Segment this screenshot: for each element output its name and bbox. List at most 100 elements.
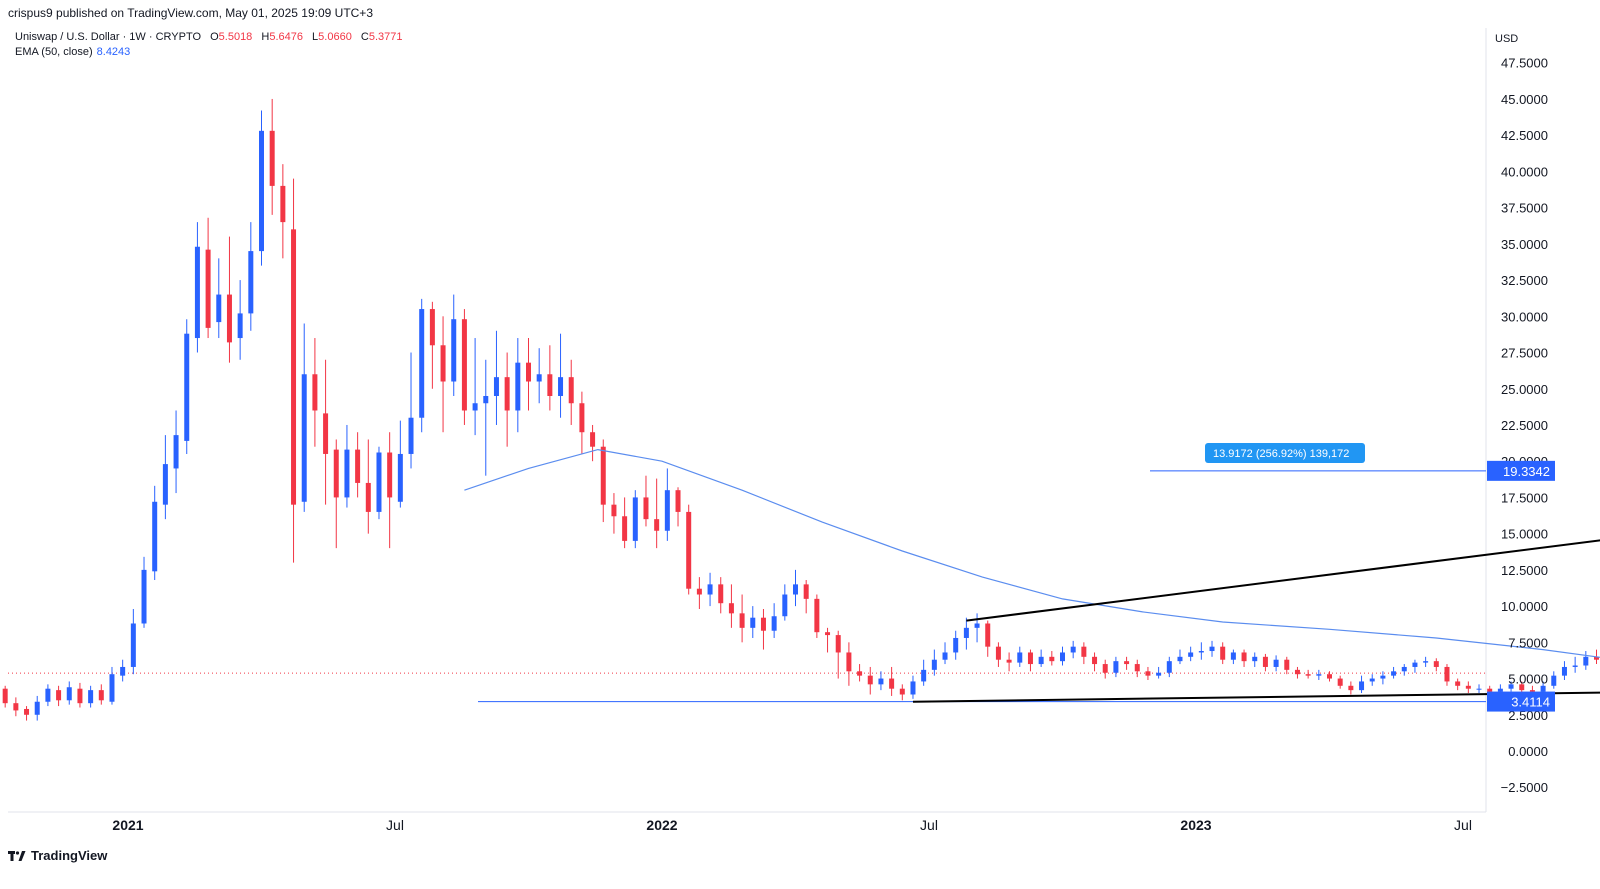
open-value: 5.5018 <box>218 31 253 43</box>
candle-body <box>1348 685 1354 691</box>
candles-layer <box>2 98 1599 721</box>
candle-body <box>1102 664 1108 673</box>
candle-body <box>429 309 435 346</box>
candle-body <box>622 516 628 541</box>
candle-body <box>1017 652 1023 663</box>
price-tick-label: 7.5000 <box>1508 635 1548 650</box>
candle-body <box>280 185 286 223</box>
candle-body <box>1412 662 1418 667</box>
candle-body <box>675 490 681 512</box>
candle-body <box>814 598 820 633</box>
candle-body <box>771 616 777 631</box>
tradingview-brand[interactable]: TradingView <box>8 848 107 863</box>
candle-body <box>301 374 307 502</box>
candle-body <box>45 688 51 702</box>
measure-label-box <box>1205 443 1365 463</box>
candle-body <box>1359 681 1365 691</box>
candle-body <box>269 130 275 186</box>
price-tick-label: 17.5000 <box>1501 490 1548 505</box>
candle-body <box>1540 685 1546 692</box>
candle-body <box>1529 690 1535 692</box>
candle-body <box>1327 674 1332 679</box>
symbol-legend[interactable]: Uniswap / U.S. Dollar · 1W · CRYPTO O5.5… <box>15 31 403 43</box>
candle-body <box>130 623 136 667</box>
price-tick-label: 42.5000 <box>1501 128 1548 143</box>
candle-body <box>419 309 425 418</box>
ema-label: EMA (50, close) <box>15 46 93 58</box>
candle-body <box>66 687 72 701</box>
open-label: O <box>210 31 219 43</box>
candle-body <box>162 464 168 505</box>
candle-body <box>141 569 147 624</box>
candle-body <box>184 333 190 441</box>
candle-body <box>611 504 617 517</box>
candle-body <box>1273 659 1279 667</box>
close-label: C <box>360 31 369 43</box>
candle-body <box>259 130 264 252</box>
price-tick-label: 12.5000 <box>1501 563 1548 578</box>
level-price-tag-text: 19.3342 <box>1503 464 1550 479</box>
candle-body <box>1487 688 1493 692</box>
candle-body <box>173 435 179 469</box>
time-tick-label: Jul <box>386 817 404 833</box>
candle-body <box>1337 678 1343 686</box>
candle-body <box>664 490 670 531</box>
low-label: L <box>312 31 319 43</box>
candle-body <box>558 377 564 396</box>
trendline <box>912 691 1600 703</box>
candle-body <box>1401 666 1407 672</box>
candle-body <box>248 251 254 314</box>
low-value: 5.0660 <box>318 31 352 43</box>
candle-body <box>333 449 339 498</box>
candle-body <box>24 708 30 715</box>
candle-body <box>942 652 948 660</box>
ema-legend[interactable]: EMA (50, close) 8.4243 <box>15 46 130 58</box>
candle-body <box>1551 675 1557 686</box>
candle-body <box>1124 661 1130 665</box>
candle-body <box>1465 685 1471 689</box>
candle-body <box>1241 652 1247 662</box>
candle-body <box>1070 646 1076 653</box>
candle-body <box>88 690 94 704</box>
candle-body <box>889 678 895 689</box>
candle-body <box>194 246 200 339</box>
candle-body <box>835 635 841 653</box>
level-price-tag <box>1487 691 1555 712</box>
currency-label: USD <box>1495 33 1518 45</box>
measure-label-text: 13.9172 (256.92%) 139,172 <box>1213 448 1349 460</box>
candle-body <box>1594 656 1599 660</box>
candle-body <box>1455 681 1461 686</box>
candle-body <box>963 627 969 638</box>
candle-body <box>1188 652 1194 657</box>
candle-body <box>707 584 713 595</box>
candle-body <box>590 432 596 447</box>
candle-body <box>1177 656 1183 662</box>
candle-body <box>1252 656 1258 662</box>
price-tick-label: 35.0000 <box>1501 237 1548 252</box>
candle-body <box>878 678 884 685</box>
candle-body <box>1583 656 1589 666</box>
candle-body <box>1572 665 1578 667</box>
candle-body <box>825 632 831 636</box>
candle-body <box>408 417 414 454</box>
candle-body <box>515 362 521 411</box>
candle-body <box>1006 659 1012 663</box>
candle-body <box>1476 688 1482 690</box>
drawings-layer: 13.9172 (256.92%) 139,172 <box>912 443 1600 703</box>
candle-body <box>1444 666 1450 682</box>
candle-body <box>1220 646 1226 660</box>
candle-body <box>1380 675 1386 679</box>
high-value: 5.6476 <box>269 31 303 43</box>
price-tick-label: 40.0000 <box>1501 164 1548 179</box>
candle-body <box>483 395 489 404</box>
candle-body <box>995 646 1001 660</box>
candle-body <box>493 377 499 396</box>
candle-body <box>1156 672 1162 676</box>
candle-body <box>312 374 318 411</box>
candle-body <box>1060 652 1065 662</box>
candle-body <box>803 584 809 599</box>
high-label: H <box>261 31 270 43</box>
candle-body <box>931 659 937 670</box>
symbol-name: Uniswap / U.S. Dollar · 1W · CRYPTO <box>15 31 202 43</box>
